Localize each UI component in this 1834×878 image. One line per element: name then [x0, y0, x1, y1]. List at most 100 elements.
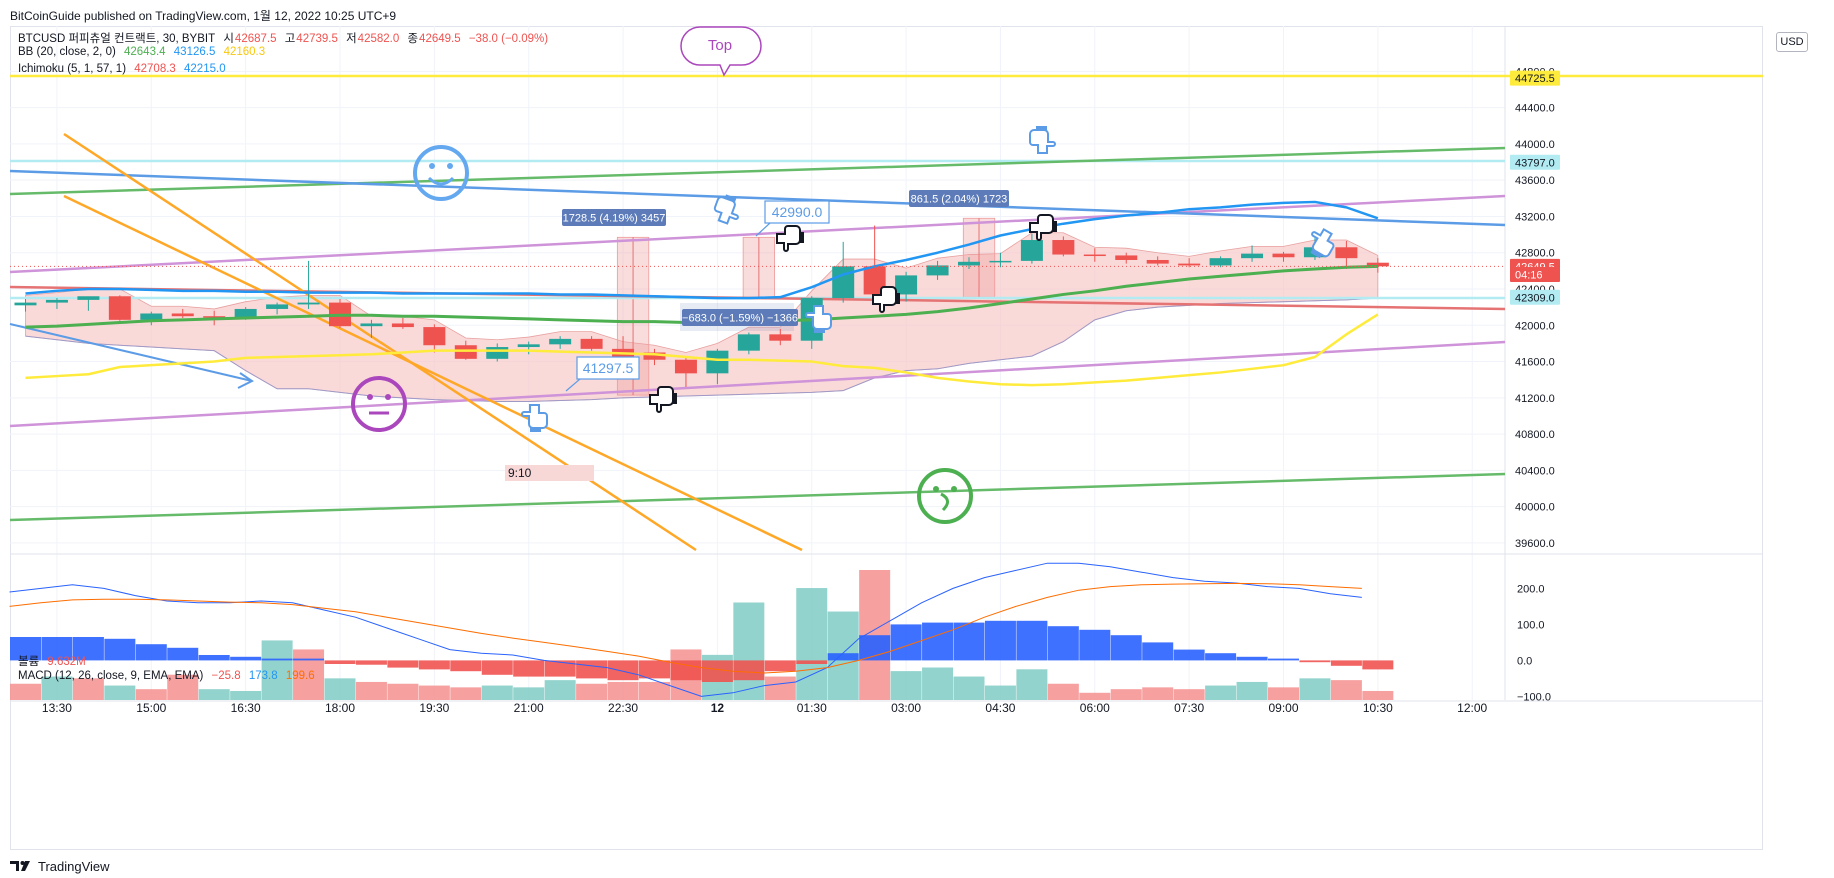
macd-histogram-bar [576, 660, 608, 679]
macd-histogram-bar [1047, 626, 1079, 661]
macd-histogram-bar [293, 658, 325, 661]
price-axis-label-bg [1510, 154, 1560, 170]
candle-body [140, 313, 163, 320]
volume-bar [1173, 689, 1205, 700]
bb-lower-value: 42160.3 [223, 46, 266, 58]
hand-pointer-icon [1029, 126, 1056, 154]
candle [958, 257, 980, 270]
candle-body [360, 323, 383, 327]
candle [14, 298, 37, 312]
measure-label-1: 1728.5 (4.19%) 3457 [563, 213, 666, 225]
candle-body [454, 345, 477, 359]
hand-pointer-icon-shape [713, 196, 739, 225]
candle [1178, 258, 1201, 268]
candle-body [580, 338, 603, 349]
time-label-text: 9:10 [508, 466, 532, 480]
price-tick-label: 42000.0 [1515, 320, 1555, 332]
price-tick-label: 39600.0 [1515, 538, 1555, 550]
candle-body [517, 344, 540, 348]
macd-histogram-bar [670, 660, 702, 681]
hand-pointer-icon [805, 305, 832, 333]
candle-body [958, 261, 980, 266]
time-tick-label: 13:30 [42, 701, 72, 715]
macd-histogram-bar [1205, 653, 1237, 661]
candle-body [989, 260, 1012, 263]
footer-brand[interactable]: TradingView [38, 858, 110, 874]
volume-bar [639, 681, 670, 700]
hand-pointer-icon-shape [872, 286, 897, 313]
macd-histogram-bar [764, 660, 796, 672]
macd-histogram-bar [796, 660, 828, 664]
volume-bar [953, 676, 985, 700]
signal-line-value: 199.6 [285, 670, 315, 682]
legend-row-ichimoku: Ichimoku (5, 1, 57, 1) 42708.3 42215.0 [18, 63, 231, 75]
candle [1335, 240, 1358, 270]
candle-body [674, 359, 697, 374]
volume-bar [1268, 687, 1299, 700]
candle [1115, 252, 1138, 264]
candle [1209, 256, 1232, 268]
chart-frame[interactable] [10, 26, 1763, 850]
macd-histogram-bar [1299, 660, 1331, 663]
macd-histogram-bar [607, 660, 639, 681]
volume-bar [10, 683, 41, 700]
candle [517, 341, 540, 355]
candle [266, 302, 289, 315]
candle-body [1146, 259, 1169, 264]
macd-pane [9, 562, 1394, 697]
smiley-happy-icon-eye-right [447, 163, 453, 169]
candle [391, 318, 414, 329]
volume-bar [984, 685, 1016, 700]
hand-pointer-icon-shape [649, 386, 674, 413]
smiley-happy-icon [413, 145, 469, 201]
currency-button[interactable]: USD [1776, 32, 1808, 52]
volume-bar [607, 681, 639, 700]
volume-bar [387, 683, 419, 700]
volume-bar [1362, 690, 1394, 700]
candle [297, 260, 320, 309]
macd-line-value: 173.8 [248, 670, 278, 682]
smiley-confused-icon-eye-left [933, 486, 939, 492]
candle-body [1241, 253, 1264, 259]
candle-body [108, 296, 131, 320]
published-info: BitCoinGuide published on TradingView.co… [10, 9, 397, 23]
candle [1146, 256, 1169, 266]
candle-body [1052, 240, 1075, 255]
legend-row-macd: MACD (12, 26, close, 9, EMA, EMA) −25.8 … [18, 670, 320, 682]
candles [14, 225, 1389, 387]
candle [486, 343, 509, 362]
bb-basis-value: 42643.4 [124, 46, 166, 58]
candle [674, 357, 697, 387]
trend-green-lower [9, 472, 1506, 522]
volume-bar [167, 674, 199, 700]
volume-bar [481, 685, 513, 700]
header: BitCoinGuide published on TradingView.co… [0, 0, 1834, 26]
low-value: 42582.0 [357, 33, 400, 45]
price-axis-label: 43797.0 [1515, 157, 1555, 169]
ichimoku-value-a: 42708.3 [134, 63, 176, 75]
candle [863, 225, 886, 296]
volume-bar [450, 687, 482, 700]
macd-histogram-bar [261, 658, 293, 661]
candle [1241, 245, 1264, 262]
macd-histogram-bar [104, 638, 136, 661]
callout-high-pointer [755, 222, 771, 237]
hand-pointer-icon [713, 194, 739, 225]
volume-bar [324, 678, 356, 700]
ichimoku-label: Ichimoku (5, 1, 57, 1) [18, 63, 127, 75]
smiley-neutral-icon-eye-right [385, 394, 391, 400]
smiley-confused-icon [917, 468, 973, 524]
candle-body [643, 352, 666, 360]
volume-bar [1330, 680, 1362, 700]
volume-bar [922, 667, 954, 700]
macd-tick-label: 100.0 [1517, 619, 1545, 631]
macd-label: MACD (12, 26, close, 9, EMA, EMA) [18, 670, 204, 682]
hand-pointer-icon-cuff [673, 393, 677, 404]
macd-histogram-bar [827, 653, 859, 661]
candle-body [14, 302, 37, 306]
macd-histogram-bar [1268, 658, 1299, 661]
trend-green-upper [9, 146, 1506, 196]
smiley-happy-icon-outline [413, 145, 469, 201]
macd-histogram-bar [513, 660, 545, 677]
